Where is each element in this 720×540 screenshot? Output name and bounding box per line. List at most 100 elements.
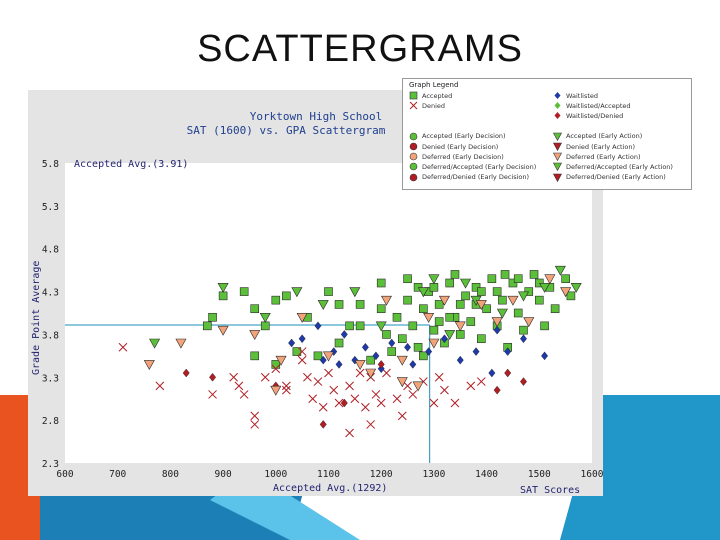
data-point bbox=[350, 394, 360, 404]
data-point bbox=[380, 295, 392, 306]
data-point bbox=[541, 351, 549, 361]
data-point bbox=[208, 312, 217, 322]
data-point bbox=[376, 278, 386, 288]
legend-title: Graph Legend bbox=[409, 81, 459, 89]
data-point bbox=[334, 398, 344, 408]
slide-title: SCATTERGRAMS bbox=[197, 28, 523, 70]
data-point bbox=[376, 398, 386, 408]
x-tick-label: 600 bbox=[56, 469, 73, 480]
x-tick-label: 1000 bbox=[264, 469, 287, 480]
data-point bbox=[259, 312, 271, 323]
data-point bbox=[175, 338, 187, 349]
data-point bbox=[520, 377, 527, 386]
data-point bbox=[444, 330, 456, 341]
legend-item-label: Deferred/Accepted (Early Action) bbox=[566, 162, 673, 171]
data-point bbox=[313, 351, 323, 361]
data-point bbox=[345, 381, 354, 391]
legend-item: Deferred/Accepted (Early Decision) bbox=[409, 162, 536, 171]
legend-item-label: Deferred/Denied (Early Decision) bbox=[422, 173, 530, 182]
legend-item: Waitlisted bbox=[553, 91, 598, 100]
data-point bbox=[566, 291, 576, 301]
data-point bbox=[324, 368, 333, 378]
legend-item-label: Deferred (Early Decision) bbox=[422, 152, 504, 161]
tri-green-icon bbox=[553, 163, 562, 172]
data-point bbox=[229, 372, 238, 382]
legend-item: Deferred/Denied (Early Action) bbox=[553, 173, 666, 182]
data-point bbox=[544, 274, 556, 285]
data-point bbox=[412, 381, 424, 392]
diamond-blue-icon bbox=[554, 92, 561, 99]
data-point bbox=[504, 368, 512, 378]
data-point bbox=[461, 291, 470, 301]
plot-area bbox=[65, 163, 592, 463]
data-point bbox=[476, 377, 486, 386]
data-point bbox=[375, 321, 387, 332]
data-point bbox=[475, 300, 487, 311]
data-point bbox=[445, 278, 455, 288]
legend-item: Deferred/Denied (Early Decision) bbox=[409, 173, 529, 182]
circle-green-icon bbox=[409, 163, 418, 171]
data-point bbox=[250, 304, 260, 314]
data-point bbox=[445, 312, 455, 322]
data-point bbox=[434, 300, 444, 309]
data-point bbox=[438, 295, 450, 306]
data-point bbox=[234, 381, 244, 391]
data-point bbox=[155, 381, 165, 391]
x-tick-label: 900 bbox=[215, 469, 232, 480]
data-point bbox=[345, 428, 354, 438]
y-tick-label: 2.3 bbox=[42, 459, 59, 470]
data-point bbox=[303, 372, 312, 382]
data-point bbox=[513, 308, 523, 318]
square-green-icon bbox=[409, 91, 418, 100]
data-point bbox=[319, 355, 327, 365]
data-point bbox=[466, 317, 476, 326]
circle-red-icon bbox=[409, 142, 418, 151]
data-point bbox=[319, 420, 327, 429]
data-point bbox=[550, 304, 560, 314]
legend-item-label: Accepted (Early Action) bbox=[566, 132, 643, 141]
data-point bbox=[492, 287, 502, 296]
data-point bbox=[209, 372, 217, 382]
x-tick-label: 1300 bbox=[422, 469, 445, 480]
data-point bbox=[361, 342, 369, 352]
data-point bbox=[409, 360, 417, 369]
data-point bbox=[408, 321, 418, 331]
legend-item-label: Accepted (Early Decision) bbox=[422, 132, 506, 141]
data-point bbox=[513, 274, 523, 284]
data-point bbox=[149, 338, 161, 349]
data-point bbox=[355, 368, 365, 378]
legend-item-label: Waitlisted/Accepted bbox=[566, 101, 631, 110]
data-point bbox=[388, 338, 396, 348]
data-point bbox=[560, 287, 572, 298]
y-tick-label: 5.3 bbox=[42, 202, 59, 213]
data-point bbox=[288, 338, 296, 348]
data-point bbox=[419, 351, 428, 361]
legend-item-label: Waitlisted/Denied bbox=[566, 111, 624, 120]
data-point bbox=[429, 325, 439, 335]
legend-item: Denied bbox=[409, 101, 445, 110]
y-tick-label: 3.3 bbox=[42, 373, 59, 384]
data-point bbox=[488, 368, 496, 378]
circle-orange-icon bbox=[409, 152, 418, 161]
data-point bbox=[281, 381, 291, 391]
data-point bbox=[334, 300, 344, 309]
data-point bbox=[345, 321, 354, 331]
data-point bbox=[520, 334, 527, 344]
data-point bbox=[413, 342, 423, 352]
data-point bbox=[355, 321, 365, 331]
data-point bbox=[366, 355, 375, 365]
diamond-green-icon bbox=[554, 102, 561, 110]
tri-green-icon bbox=[553, 132, 562, 141]
data-point bbox=[440, 385, 449, 395]
data-point bbox=[455, 300, 465, 309]
data-point bbox=[334, 338, 344, 348]
data-point bbox=[239, 390, 249, 399]
data-point bbox=[349, 287, 361, 298]
data-point bbox=[534, 295, 544, 305]
data-point bbox=[403, 274, 412, 284]
data-point bbox=[417, 287, 429, 298]
data-point bbox=[404, 342, 412, 352]
data-point bbox=[450, 270, 460, 279]
circle-red-icon bbox=[409, 173, 418, 181]
data-point bbox=[504, 347, 512, 356]
